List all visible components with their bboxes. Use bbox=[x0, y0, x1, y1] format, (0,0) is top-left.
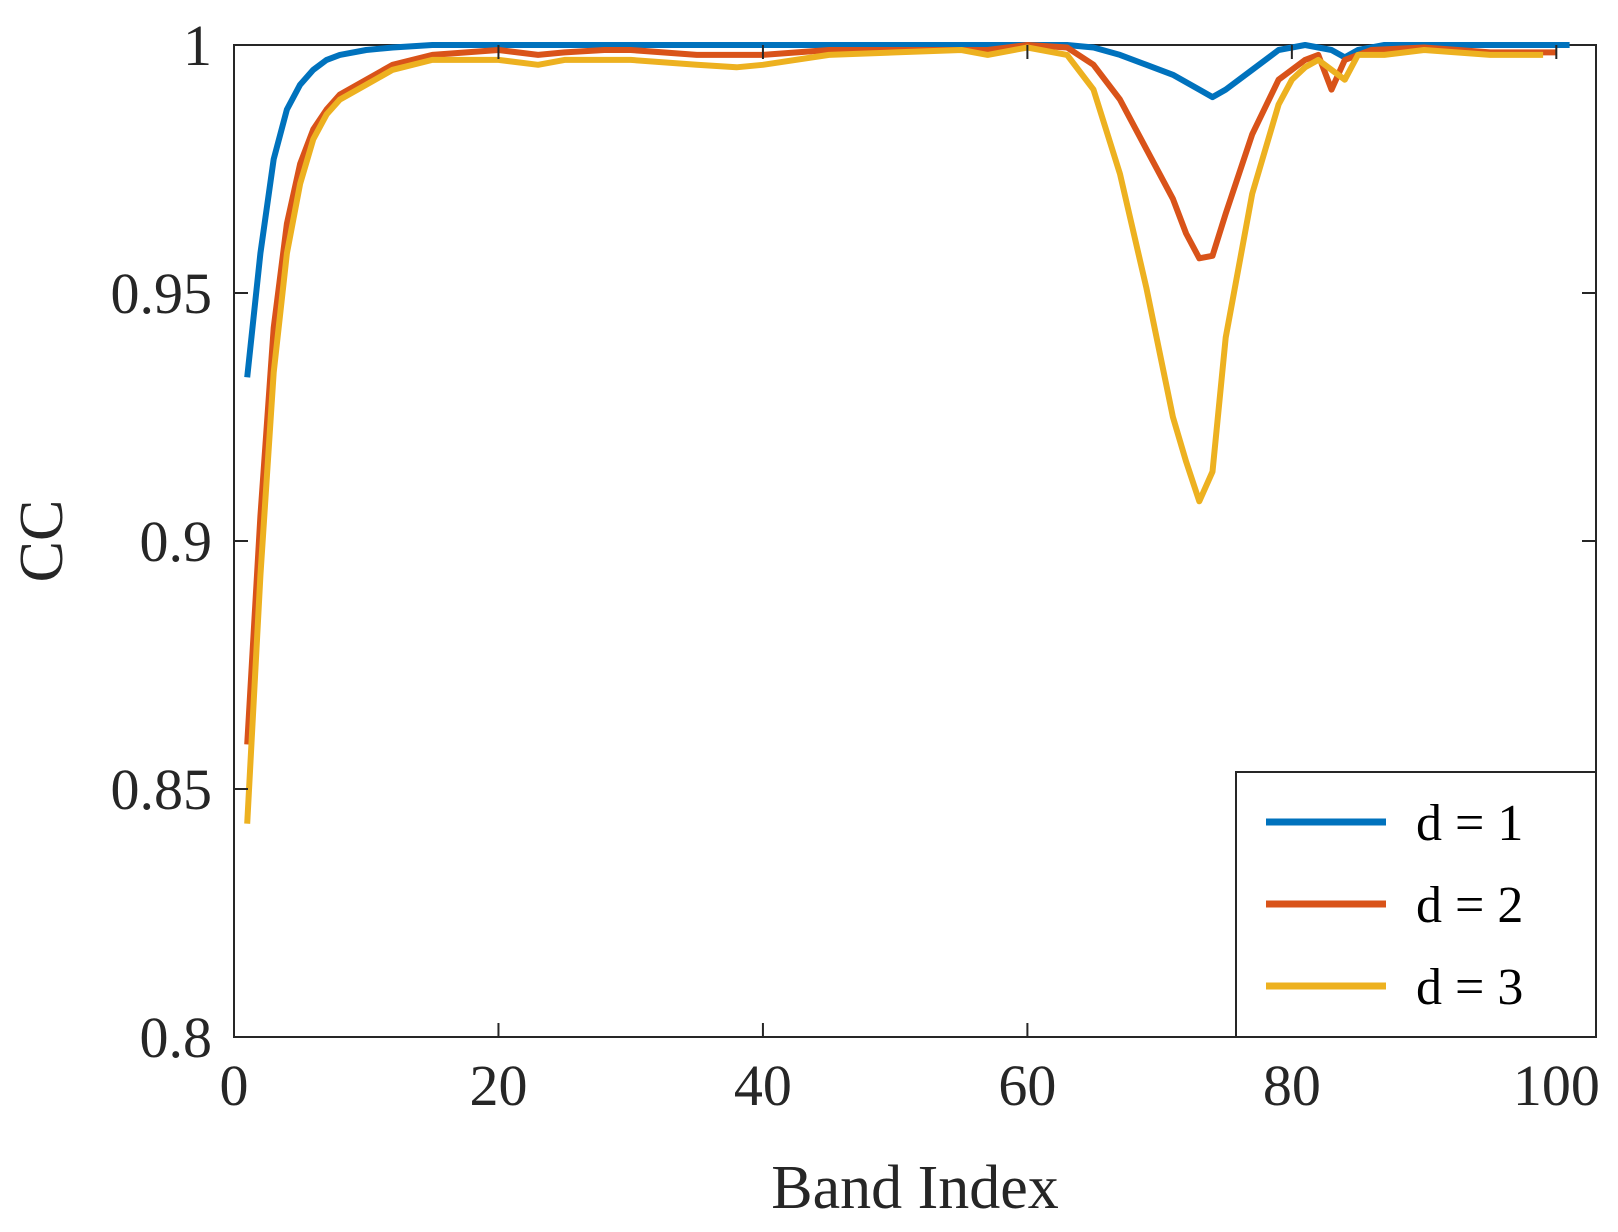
y-tick-label: 0.9 bbox=[140, 509, 213, 574]
axis-ticks: 0 20 40 60 80 100 0.8 0.85 0.9 0.95 1 bbox=[111, 13, 1600, 1118]
x-tick-label: 40 bbox=[734, 1053, 792, 1118]
x-axis-title: Band Index bbox=[771, 1154, 1059, 1222]
series-layer bbox=[244, 42, 1570, 824]
x-tick-label: 20 bbox=[469, 1053, 527, 1118]
legend-label-d1: d = 1 bbox=[1416, 795, 1523, 852]
x-tick-label: 80 bbox=[1263, 1053, 1321, 1118]
legend-label-d2: d = 2 bbox=[1416, 877, 1523, 934]
y-tick-label: 0.95 bbox=[111, 261, 213, 326]
y-tick-label: 1 bbox=[183, 13, 212, 78]
x-tick-label: 0 bbox=[220, 1053, 249, 1118]
y-tick-label: 0.8 bbox=[140, 1005, 213, 1070]
x-tick-label: 60 bbox=[998, 1053, 1056, 1118]
legend-label-d3: d = 3 bbox=[1416, 959, 1523, 1016]
y-axis-title: CC bbox=[8, 500, 76, 583]
legend: d = 1 d = 2 d = 3 bbox=[1235, 771, 1597, 1038]
x-tick-label: 100 bbox=[1513, 1053, 1600, 1118]
series-line-d3 bbox=[244, 44, 1544, 824]
y-tick-label: 0.85 bbox=[111, 757, 213, 822]
